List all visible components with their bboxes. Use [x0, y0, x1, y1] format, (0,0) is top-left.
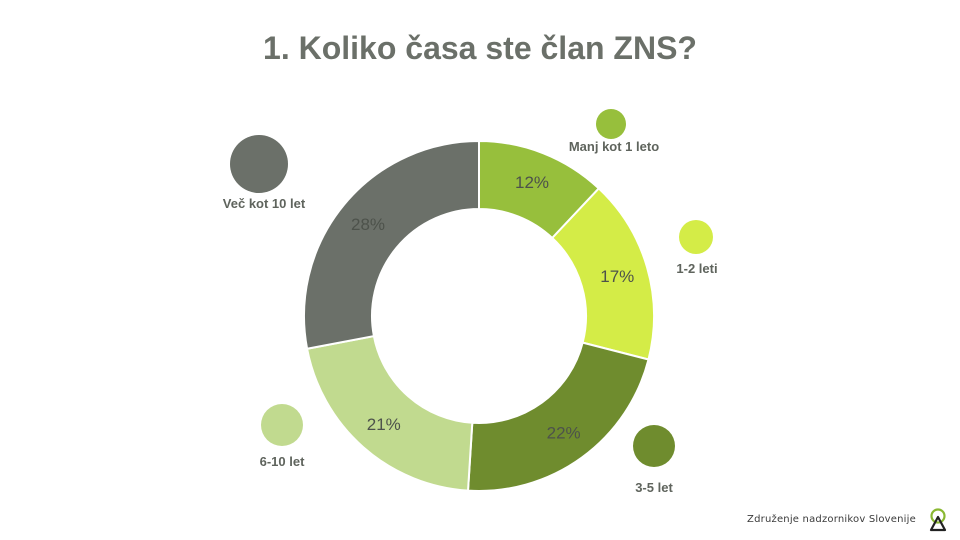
slice-vec-kot-10-let: [303, 139, 480, 350]
legend-label-6-10-let: 6-10 let: [260, 454, 305, 469]
legend-label-manj-kot-1-leto: Manj kot 1 leto: [569, 139, 659, 154]
legend-dot-manj-kot-1-leto: [596, 109, 626, 139]
legend-label-vec-kot-10-let: Več kot 10 let: [223, 196, 306, 211]
legend-label-3-5-let: 3-5 let: [635, 480, 673, 495]
legend-dot-3-5-let: [633, 425, 675, 467]
zns-logo-icon: [929, 508, 947, 532]
value-label-6-10-let: 21%: [367, 415, 401, 434]
legend-dot-6-10-let: [261, 404, 303, 446]
legend-label-1-2-leti: 1-2 leti: [676, 261, 717, 276]
footer-organization: Združenje nadzornikov Slovenije: [747, 514, 916, 525]
value-label-vec-kot-10-let: 28%: [351, 215, 385, 234]
value-label-manj-kot-1-leto: 12%: [515, 173, 549, 192]
slice-6-10-let: [305, 334, 474, 492]
chart-title: 1. Koliko časa ste član ZNS?: [263, 30, 697, 66]
slice-3-5-let: [466, 341, 650, 492]
legend-dot-vec-kot-10-let: [230, 135, 288, 193]
value-label-1-2-leti: 17%: [600, 267, 634, 286]
legend-dot-1-2-leti: [679, 220, 713, 254]
value-label-3-5-let: 22%: [547, 423, 581, 442]
